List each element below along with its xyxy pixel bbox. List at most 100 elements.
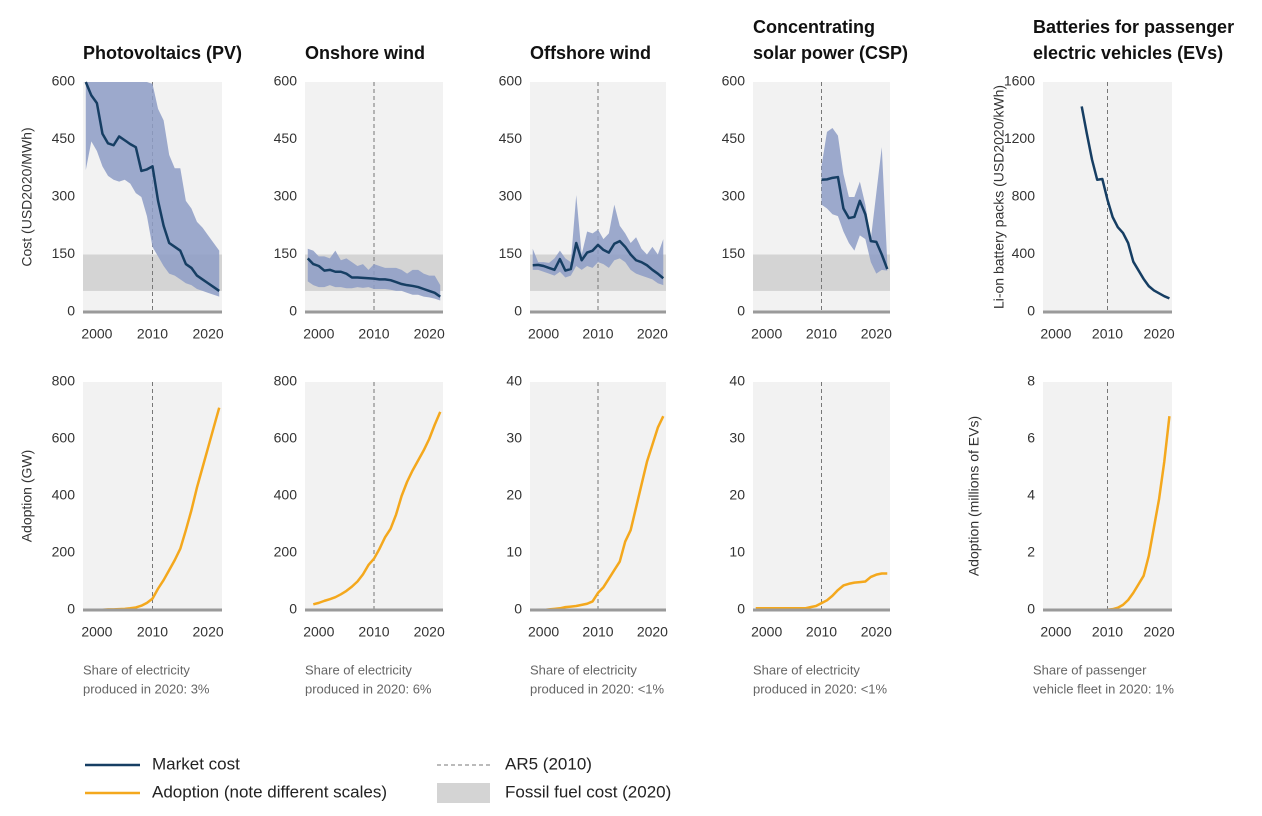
y-axis-label: Adoption (millions of EVs) (966, 416, 982, 576)
y-tick-label: 0 (514, 303, 522, 319)
y-tick-label: 800 (274, 373, 298, 389)
y-tick-label: 0 (1027, 601, 1035, 617)
cost-range (532, 195, 664, 286)
x-tick-label: 2000 (1040, 326, 1071, 342)
y-tick-label: 450 (52, 130, 76, 146)
x-tick-label: 2000 (751, 624, 782, 640)
y-tick-label: 6 (1027, 430, 1035, 446)
x-tick-label: 2000 (751, 326, 782, 342)
y-tick-label: 450 (499, 130, 523, 146)
footnote: produced in 2020: 3% (83, 681, 210, 696)
y-tick-label: 1200 (1004, 130, 1035, 146)
y-tick-label: 300 (52, 188, 76, 204)
x-tick-label: 2020 (193, 624, 224, 640)
x-tick-label: 2020 (414, 326, 445, 342)
x-tick-label: 2010 (582, 326, 613, 342)
footnote: vehicle fleet in 2020: 1% (1033, 681, 1174, 696)
x-tick-label: 2020 (637, 326, 668, 342)
x-tick-label: 2020 (861, 624, 892, 640)
panel-title: Batteries for passenger (1033, 17, 1234, 37)
series-line (821, 175, 889, 270)
series-line (84, 81, 220, 292)
footnote: Share of electricity (753, 662, 860, 677)
y-axis-label: Cost (USD2020/MWh) (19, 127, 35, 266)
x-tick-label: 2010 (1092, 326, 1123, 342)
x-tick-label: 2020 (1144, 326, 1175, 342)
panel-title: Onshore wind (305, 43, 425, 63)
y-tick-label: 800 (1012, 188, 1036, 204)
panel-title: Offshore wind (530, 43, 651, 63)
y-tick-label: 20 (729, 487, 745, 503)
footnote: produced in 2020: <1% (753, 681, 888, 696)
x-tick-label: 2010 (806, 326, 837, 342)
x-tick-label: 2010 (358, 326, 389, 342)
x-tick-label: 2010 (1092, 624, 1123, 640)
panel: 0 10 20 30 40 2000 2010 2020 Share of electricit… (506, 373, 668, 697)
y-tick-label: 2 (1027, 544, 1035, 560)
legend-label: Fossil fuel cost (2020) (505, 782, 671, 801)
series-line (532, 239, 665, 280)
y-tick-label: 20 (506, 487, 522, 503)
y-tick-label: 0 (67, 601, 75, 617)
y-tick-label: 10 (506, 544, 522, 560)
y-tick-label: 0 (289, 601, 297, 617)
panel-title: Concentrating (753, 17, 875, 37)
y-tick-label: 30 (729, 430, 745, 446)
x-tick-label: 2010 (582, 624, 613, 640)
cost-range (821, 128, 888, 274)
panel: 0 150 300 450 600 2000 2010 2020 Concentrating so… (722, 17, 908, 342)
x-tick-label: 2020 (861, 326, 892, 342)
x-tick-label: 2020 (414, 624, 445, 640)
y-tick-label: 600 (52, 430, 76, 446)
y-tick-label: 600 (499, 73, 523, 89)
x-tick-label: 2000 (1040, 624, 1071, 640)
y-axis-label: Li-on battery packs (USD2020/kWh) (991, 85, 1007, 309)
y-tick-label: 8 (1027, 373, 1035, 389)
y-tick-label: 0 (737, 303, 745, 319)
x-tick-label: 2000 (81, 624, 112, 640)
y-tick-label: 150 (52, 245, 76, 261)
series-line (306, 257, 441, 298)
cost-range (307, 248, 441, 301)
y-axis-label: Adoption (GW) (19, 450, 35, 543)
legend-label: Market cost (152, 754, 240, 773)
series-line (1080, 106, 1170, 300)
footnote: Share of passenger (1033, 662, 1147, 677)
panel: 0 200 400 600 800 2000 2010 2020 Share of electr… (274, 373, 445, 697)
y-tick-label: 10 (729, 544, 745, 560)
panel: 0 400 800 1200 1600 2000 2010 2020 Batteries for… (991, 17, 1234, 342)
panel: 0 150 300 450 600 2000 2010 2020 Onshore wind (274, 43, 445, 342)
y-tick-label: 450 (722, 130, 746, 146)
y-tick-label: 0 (289, 303, 297, 319)
y-tick-label: 4 (1027, 487, 1035, 503)
x-tick-label: 2020 (1144, 624, 1175, 640)
x-tick-label: 2010 (806, 624, 837, 640)
x-tick-label: 2010 (137, 326, 168, 342)
x-tick-label: 2010 (358, 624, 389, 640)
x-tick-label: 2000 (303, 326, 334, 342)
y-tick-label: 300 (722, 188, 746, 204)
panel-title: electric vehicles (EVs) (1033, 43, 1223, 63)
panel: 0 150 300 450 600 2000 2010 2020 Offshore wind (499, 43, 669, 342)
panel: 0 150 300 450 600 2000 2010 2020 Photovoltaics (… (19, 43, 242, 342)
panel-title: Photovoltaics (PV) (83, 43, 242, 63)
x-tick-label: 2020 (637, 624, 668, 640)
footnote: Share of electricity (83, 662, 190, 677)
y-tick-label: 400 (1012, 245, 1036, 261)
panel: 0 2 4 6 8 2000 2010 2020 Adoption (millions of E… (966, 373, 1175, 697)
y-tick-label: 600 (52, 73, 76, 89)
x-tick-label: 2000 (528, 326, 559, 342)
y-tick-label: 200 (52, 544, 76, 560)
y-tick-label: 600 (274, 430, 298, 446)
y-tick-label: 400 (52, 487, 76, 503)
y-tick-label: 30 (506, 430, 522, 446)
legend-swatch (437, 783, 490, 803)
x-tick-label: 2000 (528, 624, 559, 640)
y-tick-label: 0 (737, 601, 745, 617)
y-tick-label: 450 (274, 130, 298, 146)
panel-title: solar power (CSP) (753, 43, 908, 63)
y-tick-label: 200 (274, 544, 298, 560)
legend-label: AR5 (2010) (505, 754, 592, 773)
y-tick-label: 300 (499, 188, 523, 204)
